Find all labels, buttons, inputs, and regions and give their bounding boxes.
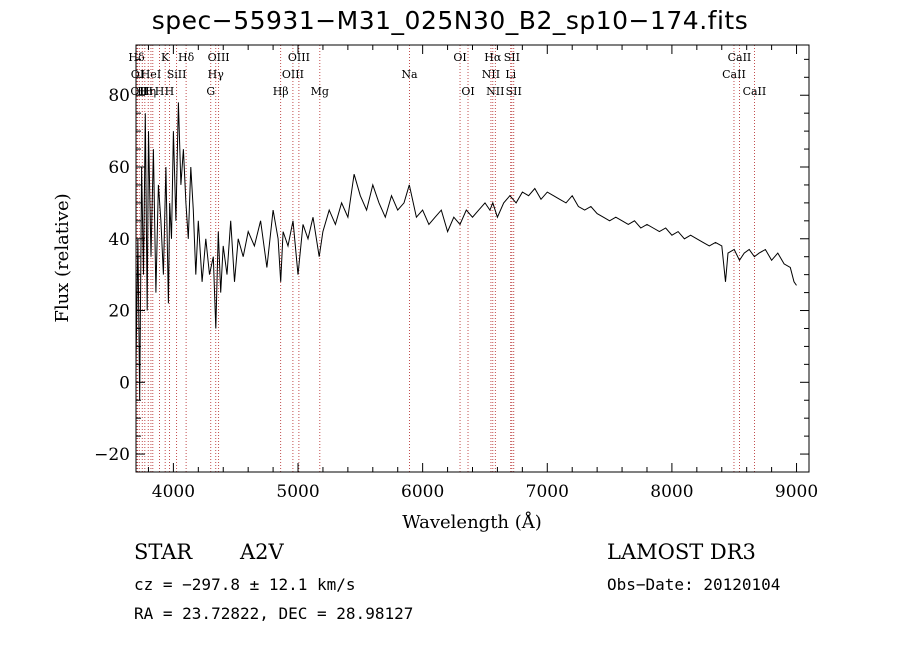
- line-label: CaII: [743, 85, 767, 98]
- y-tick-label: 20: [108, 302, 130, 322]
- y-tick-label: 80: [108, 86, 130, 106]
- line-label: Li: [505, 68, 516, 81]
- x-tick-label: 9000: [775, 482, 818, 502]
- chart-title: spec−55931−M31_025N30_B2_sp10−174.fits: [151, 6, 749, 35]
- x-axis-ticks: 4000 5000 6000 7000 8000 9000: [147, 45, 818, 502]
- line-label: CaII: [722, 68, 746, 81]
- line-label: OI: [453, 51, 466, 64]
- line-label: G: [206, 85, 215, 98]
- observation-date: Obs−Date: 20120104: [607, 575, 781, 594]
- line-label: Na: [401, 68, 418, 81]
- line-label: OIII: [288, 51, 310, 64]
- y-axis-ticks: −20 0 20 40 60 80: [94, 58, 809, 473]
- line-labels: HδOIOIIHHHHeIηHKHSiIIHδGHγOIIIHβOIIIOIII…: [128, 51, 766, 98]
- line-label: H: [165, 85, 175, 98]
- line-label: OIII: [282, 68, 304, 81]
- line-label: SII: [504, 51, 520, 64]
- x-axis-label: Wavelength (Å): [402, 511, 542, 533]
- line-markers: [136, 45, 755, 472]
- x-tick-label: 8000: [650, 482, 693, 502]
- line-label: H: [155, 85, 165, 98]
- object-class: STAR: [134, 540, 193, 564]
- x-tick-label: 7000: [526, 482, 569, 502]
- x-tick-label: 5000: [276, 482, 319, 502]
- coordinates: RA = 23.72822, DEC = 28.98127: [134, 604, 414, 623]
- line-label: Mg: [311, 85, 329, 98]
- line-label: Hα: [484, 51, 502, 64]
- line-label: η: [150, 85, 157, 98]
- line-label: Hβ: [273, 85, 289, 98]
- line-label: SiII: [167, 68, 187, 81]
- y-axis-label: Flux (relative): [52, 193, 73, 322]
- line-label: Hδ: [128, 51, 145, 64]
- line-label: OIII: [208, 51, 230, 64]
- line-label: OI: [461, 85, 474, 98]
- x-tick-label: 6000: [401, 482, 444, 502]
- line-label: CaII: [728, 51, 752, 64]
- line-label: H: [143, 85, 153, 98]
- flux-series-line: [135, 102, 797, 401]
- line-label: Hδ: [178, 51, 195, 64]
- line-label: H: [140, 85, 150, 98]
- object-subclass: A2V: [240, 540, 284, 564]
- redshift-velocity: cz = −297.8 ± 12.1 km/s: [134, 575, 356, 594]
- survey-label: LAMOST DR3: [607, 540, 756, 564]
- x-tick-label: 4000: [152, 482, 195, 502]
- y-tick-label: 60: [108, 158, 130, 178]
- line-label: Hγ: [208, 68, 225, 81]
- line-label: H: [137, 85, 147, 98]
- line-label: HeI: [141, 68, 161, 81]
- line-label: NII: [486, 85, 504, 98]
- line-label: K: [161, 51, 170, 64]
- y-tick-label: 40: [108, 230, 130, 250]
- line-label: NII: [482, 68, 500, 81]
- y-tick-label: 0: [119, 373, 130, 393]
- line-label: SII: [506, 85, 522, 98]
- y-tick-label: −20: [94, 445, 130, 465]
